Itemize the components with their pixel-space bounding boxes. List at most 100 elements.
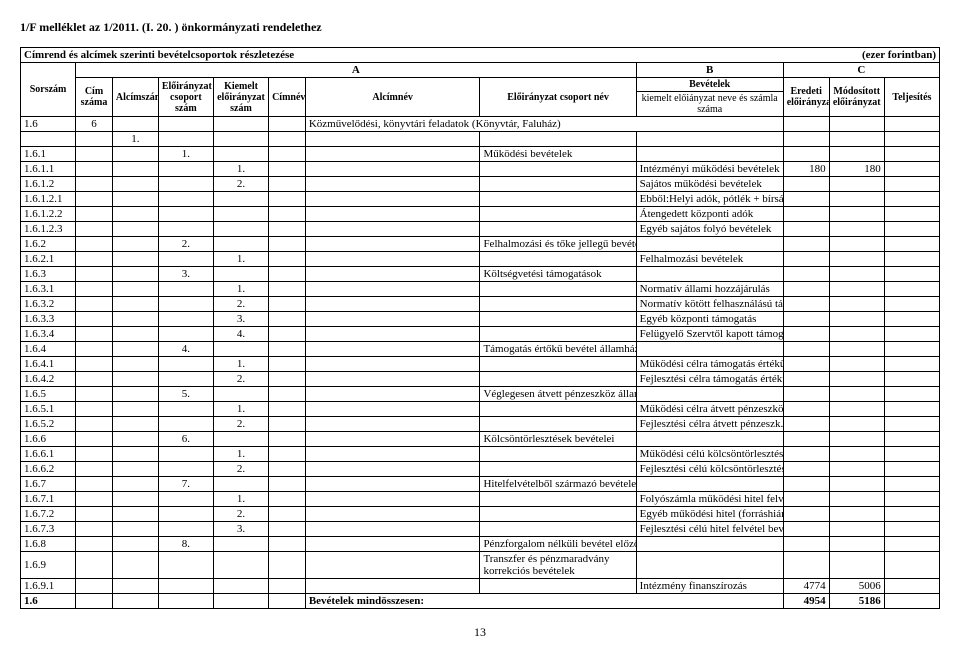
cell [213, 594, 268, 609]
cell [305, 477, 480, 492]
cell [884, 207, 939, 222]
cell: 1.6.3.2 [21, 297, 76, 312]
cell [158, 297, 213, 312]
cell: 1.6.7.2 [21, 507, 76, 522]
cell [213, 432, 268, 447]
cell [269, 462, 306, 477]
cell [480, 222, 636, 237]
cell [269, 162, 306, 177]
cell [480, 507, 636, 522]
cell [158, 357, 213, 372]
cell [636, 552, 783, 579]
cell: 6. [158, 432, 213, 447]
table-row: 1.6.1.11.Intézményi működési bevételek18… [21, 162, 940, 177]
cell [213, 207, 268, 222]
cell [158, 507, 213, 522]
cell [829, 522, 884, 537]
cell [829, 537, 884, 552]
table-row: 1.6.9Transzfer és pénzmaradvány korrekci… [21, 552, 940, 579]
cell [884, 462, 939, 477]
col-alcimnev: Alcímnév [305, 78, 480, 117]
cell [305, 327, 480, 342]
table-row: 1.6.3.22.Normatív kötött felhasználású t… [21, 297, 940, 312]
table-row: 1.6.33.Költségvetési támogatások [21, 267, 940, 282]
cell [76, 207, 113, 222]
cell [884, 402, 939, 417]
cell [480, 417, 636, 432]
table-row: 1.6.44.Támogatás értőkű bevétel államház… [21, 342, 940, 357]
cell [269, 522, 306, 537]
cell [76, 522, 113, 537]
cell [783, 117, 829, 132]
cell [269, 327, 306, 342]
cell: Fejlesztési célú hitel felvétel bevétel [636, 522, 783, 537]
cell [112, 447, 158, 462]
cell: 1.6.4.2 [21, 372, 76, 387]
cell: 3. [158, 267, 213, 282]
table-title: Címrend és alcímek szerinti bevételcsopo… [21, 48, 784, 63]
cell [305, 492, 480, 507]
cell [269, 492, 306, 507]
cell [480, 162, 636, 177]
cell: Véglegesen átvett pénzeszköz államháztar… [480, 387, 636, 402]
cell [213, 579, 268, 594]
cell: 1.6.5.2 [21, 417, 76, 432]
cell [269, 372, 306, 387]
cell [112, 192, 158, 207]
cell: 1.6 [21, 594, 76, 609]
table-row: 1.6.7.11.Folyószámla működési hitel felv… [21, 492, 940, 507]
table-row: 1.6.3.33.Egyéb központi támogatás [21, 312, 940, 327]
cell [783, 387, 829, 402]
cell [269, 552, 306, 579]
cell [305, 342, 480, 357]
cell: Egyéb központi támogatás [636, 312, 783, 327]
cell [76, 477, 113, 492]
cell [76, 147, 113, 162]
cell [269, 402, 306, 417]
cell [76, 372, 113, 387]
cell [480, 207, 636, 222]
cell [76, 402, 113, 417]
cell: Normatív állami hozzájárulás [636, 282, 783, 297]
table-row: 1.6.11.Működési bevételek [21, 147, 940, 162]
cell [213, 477, 268, 492]
cell: 1.6.7 [21, 477, 76, 492]
cell [305, 372, 480, 387]
cell: 1.6.1 [21, 147, 76, 162]
cell [269, 282, 306, 297]
cell: Költségvetési támogatások [480, 267, 636, 282]
cell [829, 222, 884, 237]
cell [76, 297, 113, 312]
cell [158, 552, 213, 579]
cell [305, 267, 480, 282]
cell [783, 132, 829, 147]
cell: 6 [76, 117, 113, 132]
cell: 2. [213, 297, 268, 312]
cell: 5006 [829, 579, 884, 594]
cell [305, 147, 480, 162]
cell [480, 357, 636, 372]
cell: 1.6.4.1 [21, 357, 76, 372]
group-a: A [76, 63, 637, 78]
cell [269, 477, 306, 492]
cell: 1.6.4 [21, 342, 76, 357]
cell [21, 132, 76, 147]
cell [305, 312, 480, 327]
cell [112, 177, 158, 192]
cell: 5186 [829, 594, 884, 609]
cell [112, 537, 158, 552]
cell: 1.6.2 [21, 237, 76, 252]
cell [783, 462, 829, 477]
cell [480, 192, 636, 207]
cell: Közművelődési, könyvtári feladatok (Köny… [305, 117, 783, 132]
cell [158, 492, 213, 507]
cell: 1. [112, 132, 158, 147]
cell [480, 372, 636, 387]
table-row: 1.6.66.Kölcsöntörlesztések bevételei [21, 432, 940, 447]
cell [480, 177, 636, 192]
cell [829, 372, 884, 387]
cell [305, 162, 480, 177]
cell [783, 267, 829, 282]
col-sorszam: Sorszám [21, 63, 76, 117]
cell: 2. [213, 177, 268, 192]
